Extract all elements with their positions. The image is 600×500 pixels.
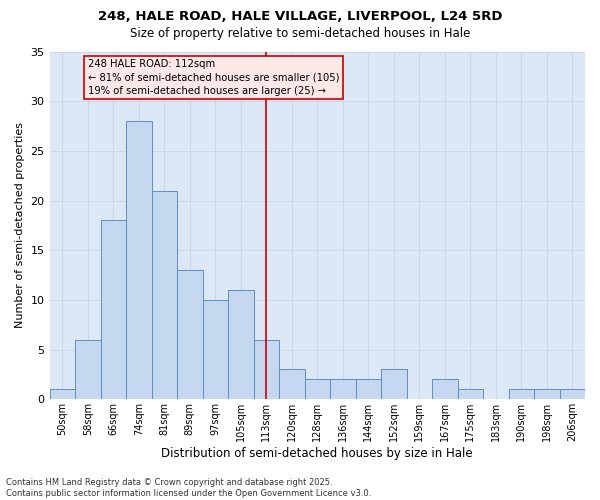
Bar xyxy=(75,340,101,400)
Bar xyxy=(305,380,330,400)
Bar xyxy=(356,380,381,400)
Bar xyxy=(126,121,152,400)
Bar xyxy=(381,370,407,400)
Bar xyxy=(228,290,254,400)
Bar xyxy=(203,300,228,400)
Bar xyxy=(152,190,177,400)
Text: Size of property relative to semi-detached houses in Hale: Size of property relative to semi-detach… xyxy=(130,28,470,40)
Bar xyxy=(509,390,534,400)
Text: 248, HALE ROAD, HALE VILLAGE, LIVERPOOL, L24 5RD: 248, HALE ROAD, HALE VILLAGE, LIVERPOOL,… xyxy=(98,10,502,23)
Bar xyxy=(254,340,279,400)
Bar xyxy=(177,270,203,400)
Bar xyxy=(50,390,75,400)
Text: Contains HM Land Registry data © Crown copyright and database right 2025.
Contai: Contains HM Land Registry data © Crown c… xyxy=(6,478,371,498)
Bar xyxy=(101,220,126,400)
Y-axis label: Number of semi-detached properties: Number of semi-detached properties xyxy=(15,122,25,328)
Bar xyxy=(432,380,458,400)
Bar xyxy=(534,390,560,400)
Bar xyxy=(458,390,483,400)
Text: 248 HALE ROAD: 112sqm
← 81% of semi-detached houses are smaller (105)
19% of sem: 248 HALE ROAD: 112sqm ← 81% of semi-deta… xyxy=(88,60,339,96)
Bar xyxy=(279,370,305,400)
X-axis label: Distribution of semi-detached houses by size in Hale: Distribution of semi-detached houses by … xyxy=(161,447,473,460)
Bar xyxy=(560,390,585,400)
Bar xyxy=(330,380,356,400)
